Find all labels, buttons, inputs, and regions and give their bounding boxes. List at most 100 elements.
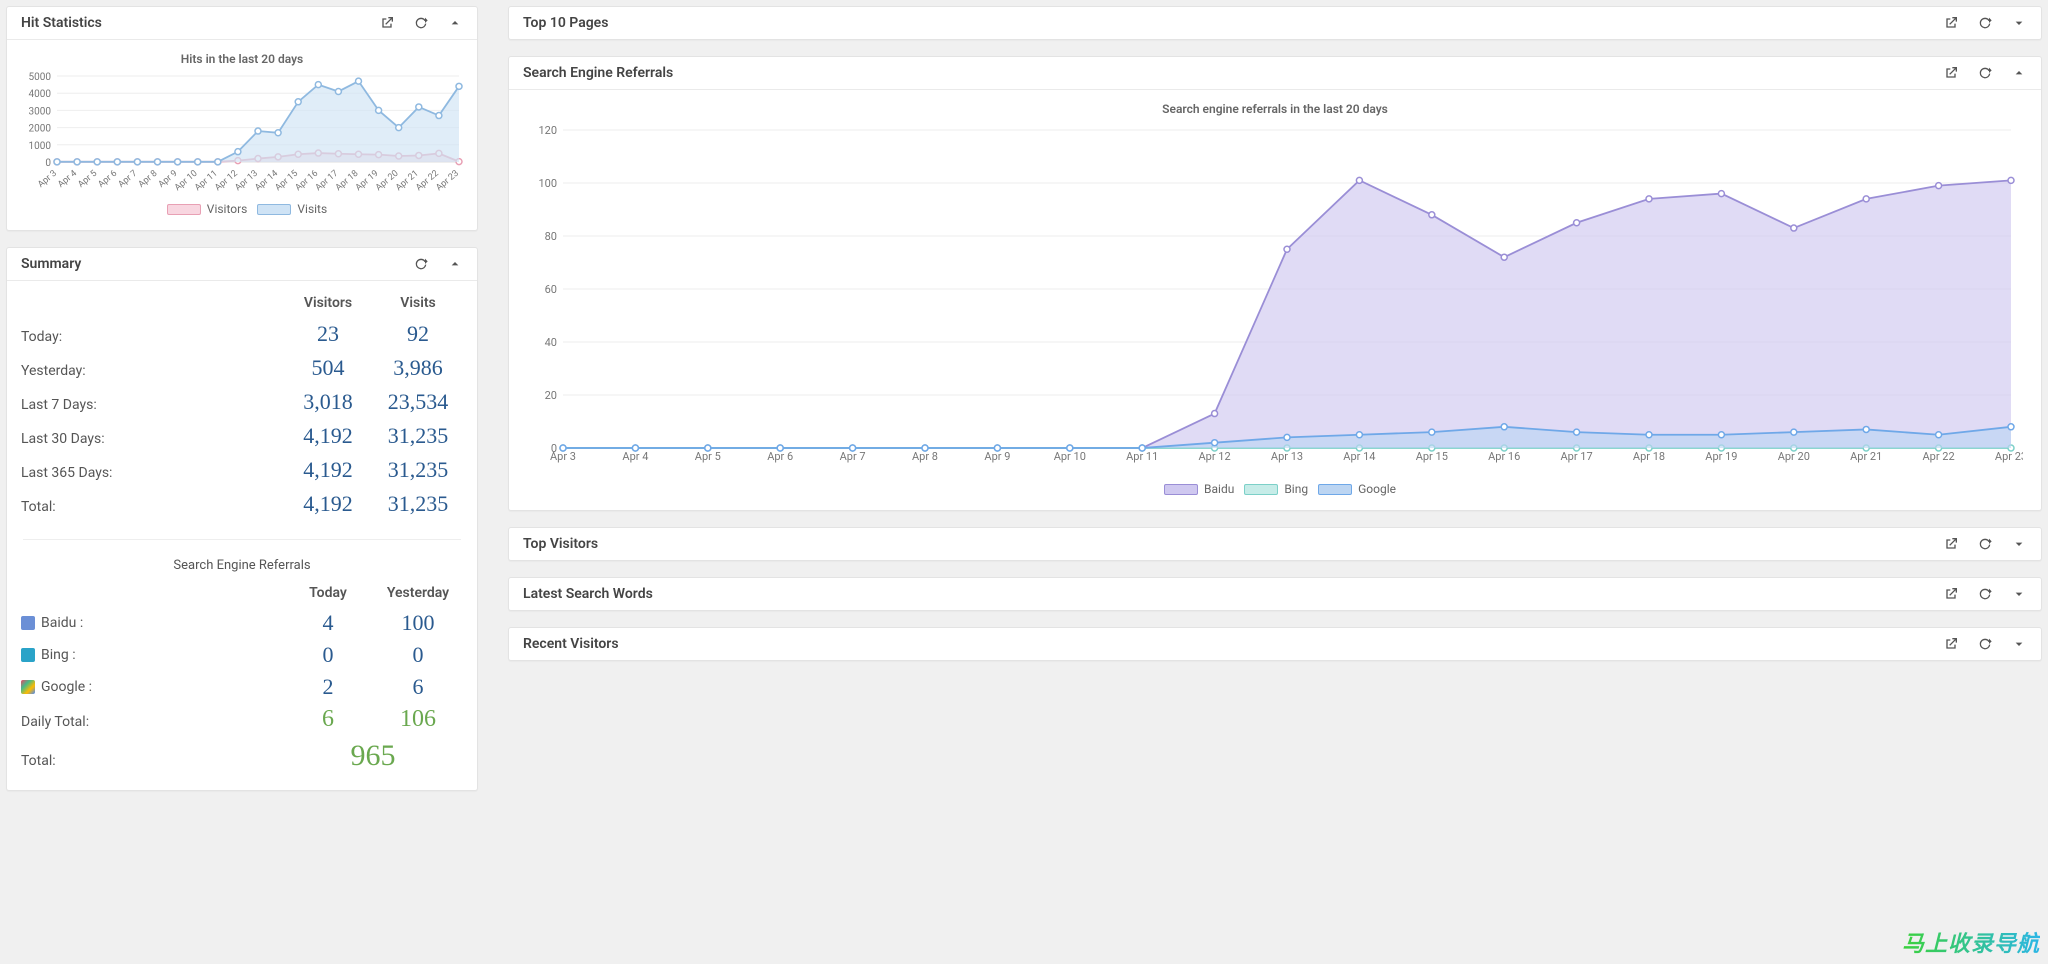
- refresh-icon[interactable]: [413, 256, 429, 272]
- referral-label: Bing :: [21, 647, 283, 663]
- legend-swatch: [1164, 484, 1198, 495]
- svg-text:Apr 7: Apr 7: [117, 169, 140, 190]
- daily-total-row: Daily Total: 6 106: [21, 703, 463, 736]
- referral-label: Google :: [21, 679, 283, 695]
- summary-table-head: Visitors Visits: [21, 291, 463, 317]
- expand-down-icon[interactable]: [2011, 586, 2027, 602]
- panel-top-visitors: Top Visitors: [508, 527, 2042, 561]
- collapse-up-icon[interactable]: [447, 256, 463, 272]
- panel-body: Hits in the last 20 days 010002000300040…: [7, 40, 477, 230]
- panel-title: Hit Statistics: [21, 15, 379, 31]
- chart-title: Hits in the last 20 days: [21, 52, 463, 66]
- summary-row: Last 30 Days:4,19231,235: [21, 419, 463, 453]
- col-today: Today: [283, 585, 373, 601]
- svg-text:20: 20: [545, 389, 557, 402]
- col-yesterday: Yesterday: [373, 585, 463, 601]
- referrals-title: Search Engine Referrals: [21, 558, 463, 573]
- refresh-icon[interactable]: [1977, 65, 1993, 81]
- panel-header: Top Visitors: [509, 528, 2041, 560]
- panel-hit-statistics: Hit Statistics Hits in the last 20 days …: [6, 6, 478, 231]
- grand-total-label: Total:: [21, 753, 283, 769]
- expand-down-icon[interactable]: [2011, 536, 2027, 552]
- daily-total-today: 6: [283, 706, 373, 733]
- ser-chart: Search engine referrals in the last 20 d…: [523, 102, 2027, 496]
- legend-label: Baidu: [1204, 482, 1234, 496]
- expand-down-icon[interactable]: [2011, 15, 2027, 31]
- legend-swatch: [1318, 484, 1352, 495]
- separator: [23, 539, 461, 540]
- svg-text:Apr 14: Apr 14: [1343, 450, 1375, 463]
- refresh-icon[interactable]: [413, 15, 429, 31]
- panel-actions: [379, 15, 463, 31]
- legend-swatch: [167, 204, 201, 215]
- svg-text:3000: 3000: [29, 106, 52, 117]
- collapse-up-icon[interactable]: [2011, 65, 2027, 81]
- legend-label: Google: [1358, 482, 1396, 496]
- panel-actions: [1943, 586, 2027, 602]
- referral-yesterday: 100: [373, 610, 463, 636]
- svg-text:Apr 19: Apr 19: [1705, 450, 1737, 463]
- grand-total-value: 965: [283, 739, 463, 773]
- svg-text:60: 60: [545, 283, 557, 296]
- svg-text:Apr 17: Apr 17: [1561, 450, 1593, 463]
- external-link-icon[interactable]: [1943, 15, 1959, 31]
- referral-today: 0: [283, 642, 373, 668]
- external-link-icon[interactable]: [1943, 586, 1959, 602]
- svg-text:Apr 23: Apr 23: [434, 169, 461, 192]
- refresh-icon[interactable]: [1977, 636, 1993, 652]
- svg-text:Apr 4: Apr 4: [622, 450, 648, 463]
- external-link-icon[interactable]: [1943, 636, 1959, 652]
- daily-total-label: Daily Total:: [21, 714, 283, 730]
- svg-text:Apr 6: Apr 6: [767, 450, 793, 463]
- legend-label: Bing: [1284, 482, 1308, 496]
- right-column: Top 10 Pages Search Engine Referrals: [508, 6, 2042, 807]
- svg-text:Apr 10: Apr 10: [1054, 450, 1086, 463]
- svg-text:Apr 11: Apr 11: [1126, 450, 1158, 463]
- summary-row-visitors: 4,192: [283, 457, 373, 483]
- google-icon: [21, 680, 35, 694]
- svg-text:Apr 3: Apr 3: [550, 450, 576, 463]
- panel-actions: [413, 256, 463, 272]
- summary-row-label: Today:: [21, 329, 283, 345]
- summary-row-label: Last 365 Days:: [21, 465, 283, 481]
- svg-text:Apr 22: Apr 22: [1923, 450, 1955, 463]
- refresh-icon[interactable]: [1977, 586, 1993, 602]
- external-link-icon[interactable]: [1943, 65, 1959, 81]
- summary-row-visits: 3,986: [373, 355, 463, 381]
- summary-row-visitors: 4,192: [283, 423, 373, 449]
- refresh-icon[interactable]: [1977, 15, 1993, 31]
- svg-text:5000: 5000: [29, 72, 52, 83]
- expand-down-icon[interactable]: [2011, 636, 2027, 652]
- external-link-icon[interactable]: [379, 15, 395, 31]
- svg-text:Apr 21: Apr 21: [1850, 450, 1882, 463]
- panel-summary: Summary Visitors Visits Today:2392 Yester…: [6, 247, 478, 791]
- legend-label: Visitors: [207, 202, 248, 216]
- summary-row-label: Last 7 Days:: [21, 397, 283, 413]
- svg-text:Apr 3: Apr 3: [36, 169, 59, 190]
- grand-total-row: Total: 965: [21, 736, 463, 776]
- refresh-icon[interactable]: [1977, 536, 1993, 552]
- referral-yesterday: 0: [373, 642, 463, 668]
- summary-row: Last 7 Days:3,01823,534: [21, 385, 463, 419]
- panel-body: Visitors Visits Today:2392Yesterday:5043…: [7, 281, 477, 790]
- svg-text:Apr 6: Apr 6: [97, 169, 120, 190]
- summary-row-visits: 23,534: [373, 389, 463, 415]
- summary-row: Last 365 Days:4,19231,235: [21, 453, 463, 487]
- referrals-head: Today Yesterday: [21, 581, 463, 607]
- panel-actions: [1943, 65, 2027, 81]
- panel-header: Summary: [7, 248, 477, 281]
- panel-header: Search Engine Referrals: [509, 57, 2041, 90]
- chart-svg: 020406080100120Apr 3Apr 4Apr 5Apr 6Apr 7…: [523, 122, 2023, 472]
- left-column: Hit Statistics Hits in the last 20 days …: [6, 6, 478, 807]
- summary-row: Today:2392: [21, 317, 463, 351]
- summary-row: Total:4,19231,235: [21, 487, 463, 521]
- panel-header: Hit Statistics: [7, 7, 477, 40]
- panel-header: Latest Search Words: [509, 578, 2041, 610]
- summary-row-visits: 92: [373, 321, 463, 347]
- panel-header: Recent Visitors: [509, 628, 2041, 660]
- dashboard-layout: Hit Statistics Hits in the last 20 days …: [0, 0, 2048, 813]
- collapse-up-icon[interactable]: [447, 15, 463, 31]
- chart-legend: Baidu Bing Google: [523, 482, 2027, 496]
- chart-title: Search engine referrals in the last 20 d…: [523, 102, 2027, 116]
- external-link-icon[interactable]: [1943, 536, 1959, 552]
